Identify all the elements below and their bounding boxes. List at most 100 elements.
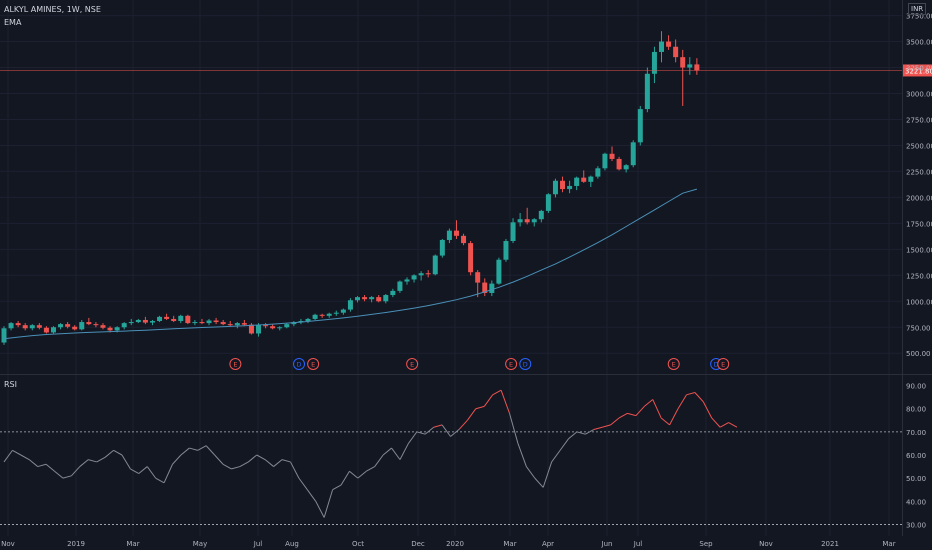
time-tick-label: May (193, 540, 207, 548)
candle-body (673, 46, 679, 58)
rsi-segment (214, 454, 224, 465)
rsi-segment (28, 459, 39, 467)
rsi-segment (264, 459, 274, 467)
rsi-segment (239, 461, 249, 468)
rsi-segment (62, 475, 72, 479)
rsi-segment (357, 470, 367, 479)
rsi-segment (475, 405, 485, 410)
time-tick-label: Mar (503, 540, 516, 548)
rsi-segment (559, 438, 569, 451)
grid-lines (0, 0, 902, 536)
candle-body (446, 230, 452, 240)
price-tick-label: 2750.00 (906, 116, 932, 124)
candle-body (397, 281, 403, 291)
rsi-segment (3, 450, 13, 463)
rsi-segment (382, 447, 392, 456)
rsi-segment (79, 459, 89, 467)
candle-body (340, 309, 346, 313)
price-tick-label: 1000.00 (906, 298, 932, 306)
time-tick-label: Jul (633, 540, 643, 548)
candle-body (666, 41, 672, 47)
rsi-segment (568, 431, 578, 440)
rsi-segment (483, 394, 494, 407)
axis-separator (902, 0, 903, 536)
candle-body (482, 282, 488, 293)
candle-body (517, 219, 523, 223)
price-axis[interactable]: 500.00 750.00 1000.00 1250.00 1500.00 1750.00… (906, 13, 932, 359)
symbol-legend[interactable]: ALKYL AMINES, 1W, NSE (4, 5, 101, 14)
rsi-segment (366, 466, 375, 472)
rsi-segment (96, 456, 106, 463)
price-tick-label: 2500.00 (906, 142, 932, 150)
rsi-segment (399, 443, 409, 460)
earnings-marker-label: E (721, 361, 725, 369)
earnings-marker-label: E (233, 361, 237, 369)
candle-body (545, 194, 551, 211)
earnings-marker-label: E (410, 361, 414, 369)
rsi-segment (542, 461, 553, 488)
time-tick-label: Apr (542, 540, 554, 548)
candle-body (227, 324, 233, 326)
candle-body (581, 177, 587, 182)
rsi-axis[interactable]: 30.00 40.00 50.00 60.00 70.00 80.00 90.00 (906, 383, 926, 530)
candle-body (411, 275, 417, 280)
dividend-marker-label: D (523, 361, 528, 369)
dividend-marker (293, 358, 306, 370)
candle-body (644, 73, 650, 110)
rsi-segment (273, 459, 283, 467)
time-tick-label: 2021 (821, 540, 839, 548)
rsi-segment (146, 466, 157, 479)
price-tick-label: 3000.00 (906, 91, 932, 99)
rsi-segment (711, 417, 721, 428)
rsi-segment (602, 424, 611, 428)
candle-body (58, 324, 64, 328)
price-tick-label: 3500.00 (906, 39, 932, 47)
ema-legend[interactable]: EMA (4, 18, 22, 27)
price-tick-label: 1750.00 (906, 220, 932, 228)
pane-separator[interactable] (0, 374, 932, 375)
candle-body (29, 325, 35, 329)
rsi-segment (610, 417, 620, 426)
rsi-series (0, 389, 902, 525)
time-tick-label: Mar (126, 540, 139, 548)
time-tick-label: 2019 (67, 540, 85, 548)
candle-body (418, 273, 424, 276)
rsi-legend[interactable]: RSI (4, 380, 17, 389)
candle-body (595, 168, 601, 177)
rsi-segment (332, 484, 342, 491)
rsi-segment (113, 449, 123, 456)
candle-body (22, 325, 28, 329)
earnings-marker (667, 358, 680, 370)
time-tick-label: Nov (759, 540, 773, 548)
rsi-segment (222, 463, 232, 470)
currency-badge[interactable]: INR (908, 3, 927, 15)
rsi-segment (424, 426, 435, 435)
rsi-tick-label: 30.00 (906, 521, 926, 529)
candle-body (496, 259, 502, 284)
rsi-segment (104, 449, 114, 458)
candle-body (192, 322, 198, 324)
candle-body (602, 153, 608, 169)
candle-body (263, 325, 269, 327)
dividend-marker-label: D (297, 361, 302, 369)
candle-body (453, 230, 459, 236)
rsi-segment (306, 489, 317, 502)
candle-body (65, 324, 71, 327)
candle-body (362, 297, 368, 300)
rsi-segment (652, 399, 662, 419)
time-axis[interactable]: Nov 2019 Mar May Jul Aug Oct Dec 2020 Mar Apr Jun Ju… (1, 540, 896, 548)
rsi-segment (433, 424, 443, 428)
time-tick-label: 2020 (446, 540, 464, 548)
rsi-segment (20, 454, 30, 461)
rsi-segment (138, 466, 148, 474)
candle-body (404, 279, 410, 282)
candle-body (93, 324, 99, 326)
candle-body (178, 315, 184, 322)
rsi-segment (441, 424, 451, 437)
ema-series (3, 188, 698, 340)
rsi-segment (130, 468, 140, 474)
candle-body (50, 327, 56, 333)
candle-body (72, 326, 78, 330)
time-tick-label: Oct (352, 540, 364, 548)
